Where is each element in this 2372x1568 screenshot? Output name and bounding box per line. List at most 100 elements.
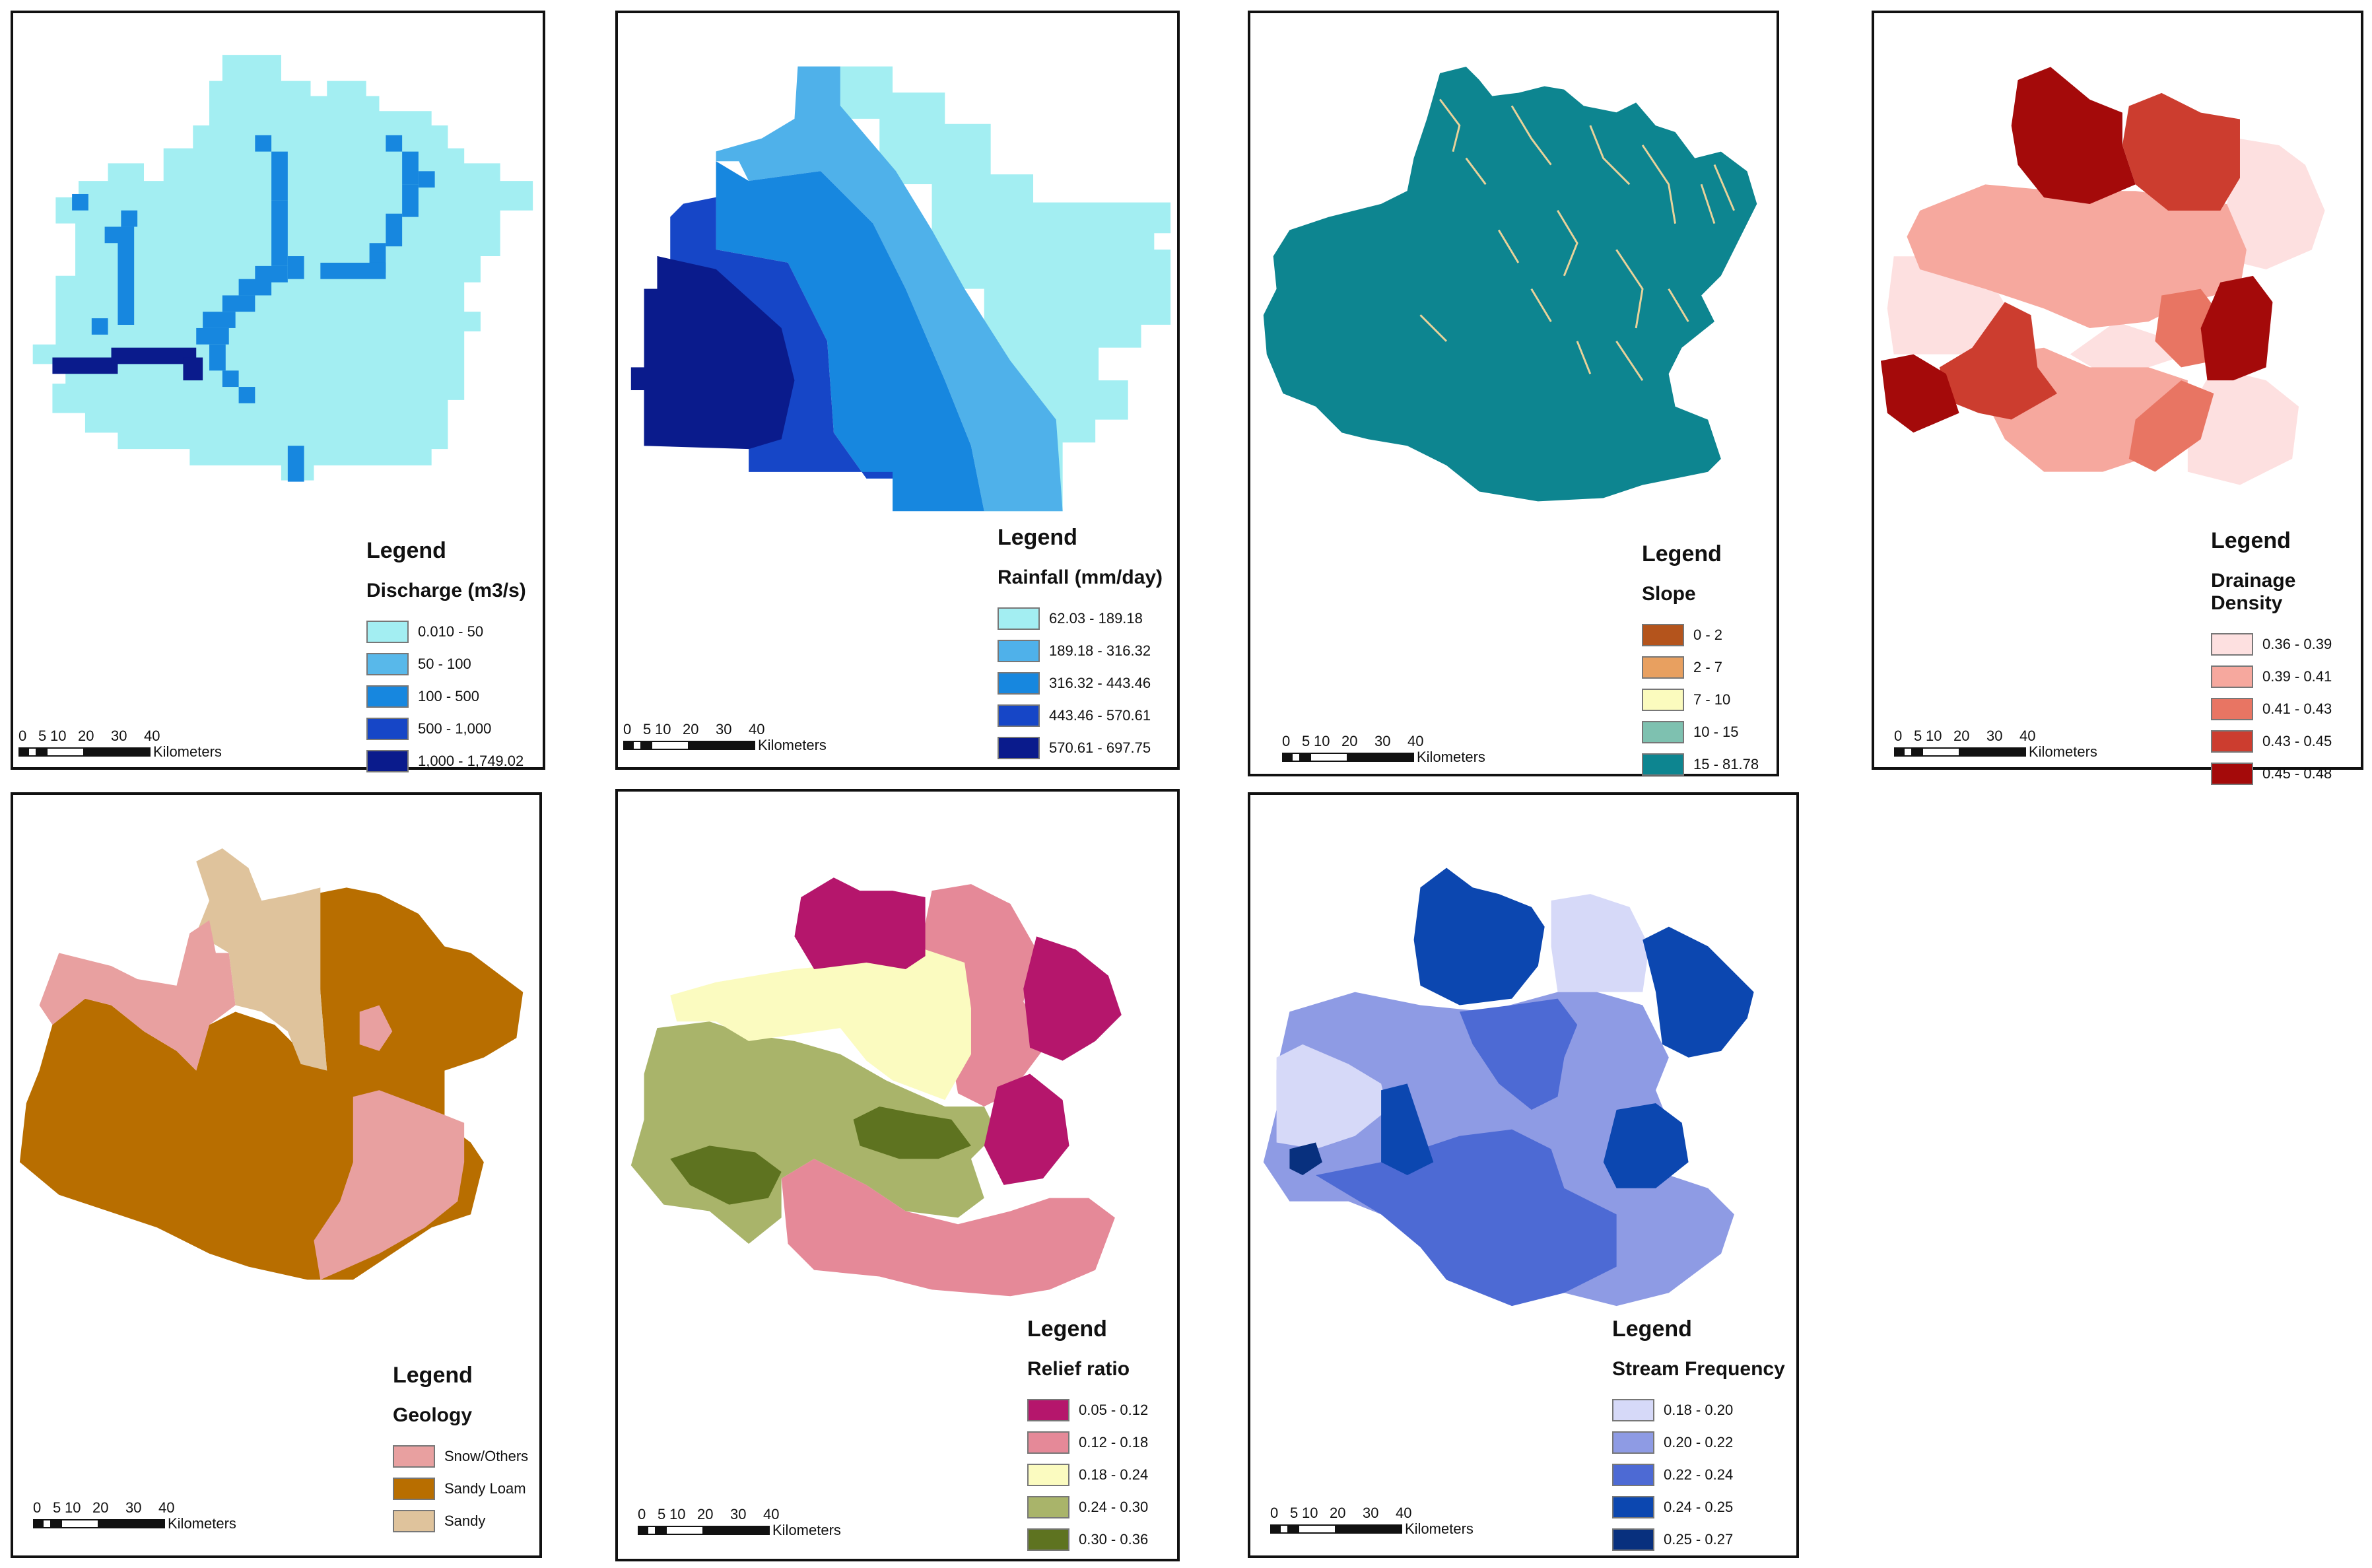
scale-tick-label: 0 (33, 1499, 42, 1516)
legend-item: 0 - 2 (1642, 619, 1759, 651)
slope-basin (1263, 66, 1757, 502)
scale-tick-label: 40 (158, 1499, 175, 1516)
scale-tick-label: 30 (125, 1499, 142, 1516)
scale-tick-label: 20 (1341, 733, 1358, 749)
legend-swatch (366, 717, 409, 740)
legend-label: 15 - 81.78 (1693, 755, 1759, 772)
rainfall-zone-1 (840, 66, 1171, 512)
legend-label: 0.18 - 0.24 (1079, 1466, 1149, 1483)
scale-bar-graphic: Kilometers (623, 737, 827, 753)
legend-swatch (1612, 1528, 1654, 1551)
legend-swatch (393, 1509, 435, 1532)
legend-title-geology: Geology (393, 1404, 473, 1426)
scale-tick-label: 5 (53, 1499, 61, 1516)
scale-tick-label: 40 (1407, 733, 1424, 749)
legend-swatch (2211, 730, 2253, 753)
rr-pink-south (781, 1159, 1115, 1297)
scale-tick-label: 20 (92, 1499, 109, 1516)
legend-swatch (1027, 1431, 1069, 1454)
legend-item: 62.03 - 189.18 (998, 602, 1163, 634)
legend-item: 100 - 500 (366, 680, 526, 712)
legend-item: 316.32 - 443.46 (998, 667, 1163, 699)
legend-swatch (998, 671, 1040, 695)
discharge-map (32, 55, 533, 482)
rr-magenta-nw (794, 877, 926, 969)
legend-item: 10 - 15 (1642, 716, 1759, 748)
legend-heading: Legend (1612, 1316, 1692, 1342)
scale-tick-label: 40 (2019, 728, 2036, 744)
scale-bar-graphic: Kilometers (33, 1515, 236, 1532)
legend-item: 0.43 - 0.45 (2211, 725, 2361, 757)
slope-light-texture (1419, 98, 1736, 382)
rainfall-zone-5 (630, 256, 795, 450)
discharge-channels (72, 135, 435, 482)
legend-item: 0.30 - 0.36 (1027, 1523, 1148, 1555)
scale-bar: 0 5 10 20 30 40 Kilometers (18, 728, 309, 767)
scale-tick-label: 40 (1396, 1505, 1412, 1521)
rainfall-map (630, 66, 1171, 512)
legend-swatch (393, 1477, 435, 1500)
panel-rainfall: Legend Rainfall (mm/day) 62.03 - 189.18 1… (615, 11, 1180, 770)
legend-stream-frequency: Legend Stream Frequency 0.18 - 0.20 0.20 … (1612, 1316, 1785, 1555)
rainfall-zone-2 (716, 66, 1063, 512)
scale-ticks: 0 5 10 20 30 40 (1282, 733, 1440, 749)
legend-label: Sandy Loam (444, 1480, 526, 1497)
scale-tick-label: 0 (1894, 728, 1903, 744)
legend-label: 0.39 - 0.41 (2262, 667, 2332, 685)
legend-label: 0.43 - 0.45 (2262, 732, 2332, 749)
dd-light-main (1907, 184, 2247, 329)
scale-tick-label: 5 (38, 728, 47, 744)
legend-swatch (998, 607, 1040, 630)
sf-darkest (1289, 1142, 1322, 1175)
legend-label: 0.20 - 0.22 (1664, 1433, 1734, 1450)
discharge-main-channel (52, 347, 203, 381)
scale-bar-graphic: Kilometers (1894, 743, 2097, 760)
scale-tick-label: 40 (749, 721, 765, 737)
scale-tick-label: 30 (1374, 733, 1391, 749)
legend-item: Snow/Others (393, 1440, 528, 1472)
legend-label: 7 - 10 (1693, 691, 1731, 708)
scale-units: Kilometers (758, 737, 827, 753)
rainfall-zone-3 (716, 161, 984, 512)
scale-tick-label: 10 (655, 721, 671, 737)
rr-yellow (670, 949, 971, 1101)
legend-swatch (366, 749, 409, 772)
legend-relief-ratio: Legend Relief ratio 0.05 - 0.12 0.12 - 0.… (1027, 1316, 1148, 1555)
legend-item: 2 - 7 (1642, 651, 1759, 683)
scale-bar-graphic: Kilometers (18, 743, 222, 760)
legend-label: Snow/Others (444, 1447, 529, 1464)
scale-bar: 0 5 10 20 30 40 Kilometers (1282, 733, 1573, 772)
legend-title-rainfall: Rainfall (mm/day) (998, 566, 1163, 588)
legend-item: 0.45 - 0.48 (2211, 757, 2361, 790)
rr-dark-olive-c (853, 1106, 971, 1159)
stream-frequency-map (1263, 868, 1754, 1307)
scale-bar: 0 5 10 20 30 40 Kilometers (1894, 728, 2185, 767)
geology-snow-east (314, 1090, 465, 1280)
scale-bar: 0 5 10 20 30 40 Kilometers (638, 1506, 928, 1546)
legend-item: Sandy Loam (393, 1472, 528, 1505)
legend-swatch (1642, 753, 1684, 776)
legend-label: 0.05 - 0.12 (1079, 1401, 1149, 1418)
sf-dark-e (1603, 1103, 1689, 1188)
scale-tick-label: 0 (1270, 1505, 1279, 1521)
panel-discharge: Legend Discharge (m3/s) 0.010 - 50 50 - 1… (11, 11, 545, 772)
scale-units: Kilometers (2029, 743, 2097, 760)
scale-tick-label: 0 (1282, 733, 1291, 749)
scale-tick-label: 10 (65, 1499, 81, 1516)
legend-item: 0.25 - 0.27 (1612, 1523, 1785, 1555)
panel-stream-frequency: Legend Stream Frequency 0.18 - 0.20 0.20 … (1248, 792, 1799, 1558)
slope-map (1263, 66, 1757, 502)
scale-tick-label: 5 (658, 1506, 666, 1522)
scale-units: Kilometers (1405, 1520, 1474, 1537)
legend-label: 570.61 - 697.75 (1049, 739, 1151, 756)
sf-dark-w (1381, 1083, 1434, 1175)
legend-heading: Legend (998, 525, 1077, 550)
scale-tick-label: 30 (1986, 728, 2003, 744)
legend-swatch (1027, 1463, 1069, 1486)
legend-swatch (998, 704, 1040, 727)
legend-label: 10 - 15 (1693, 723, 1739, 740)
scale-tick-label: 0 (638, 1506, 646, 1522)
scale-ticks: 0 5 10 20 30 40 (1270, 1505, 1429, 1521)
scale-bar-graphic: Kilometers (1282, 749, 1485, 765)
legend-label: 0.010 - 50 (418, 623, 484, 640)
